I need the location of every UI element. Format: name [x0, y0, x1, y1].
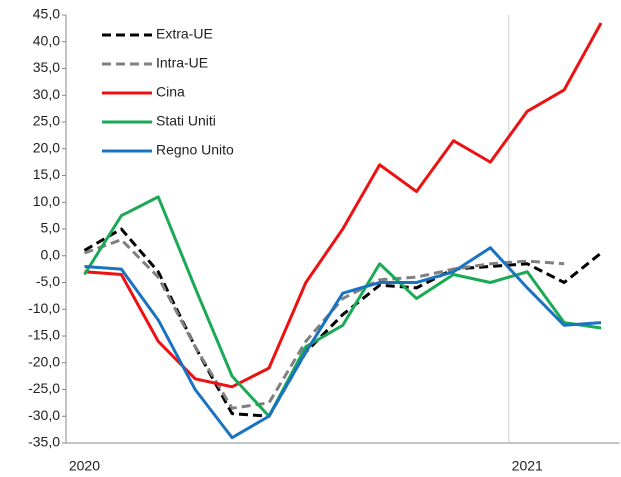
legend-label: Regno Unito — [156, 142, 234, 158]
y-tick-label: 30,0 — [33, 86, 60, 102]
y-tick-label: 15,0 — [33, 166, 60, 182]
y-tick-label: 10,0 — [33, 193, 60, 209]
y-tick-label: -35,0 — [28, 434, 60, 450]
legend-label: Extra-UE — [156, 26, 213, 42]
legend-label: Intra-UE — [156, 55, 208, 71]
y-tick-label: -5,0 — [36, 273, 60, 289]
y-tick-label: 25,0 — [33, 113, 60, 129]
y-tick-label: -25,0 — [28, 380, 60, 396]
y-tick-label: 35,0 — [33, 59, 60, 75]
y-tick-label: -20,0 — [28, 353, 60, 369]
y-tick-label: 5,0 — [41, 220, 61, 236]
legend-label: Cina — [156, 84, 185, 100]
x-tick-label: 2020 — [69, 458, 100, 474]
y-tick-label: -30,0 — [28, 407, 60, 423]
legend-label: Stati Uniti — [156, 113, 216, 129]
series-line — [84, 246, 602, 440]
y-tick-label: -10,0 — [28, 300, 60, 316]
x-tick-label: 2021 — [512, 458, 543, 474]
y-tick-label: 40,0 — [33, 32, 60, 48]
y-tick-label: 20,0 — [33, 139, 60, 155]
y-tick-label: 0,0 — [41, 246, 61, 262]
series-line — [84, 22, 603, 389]
series-line — [83, 227, 602, 418]
y-tick-label: -15,0 — [28, 327, 60, 343]
y-tick-label: 45,0 — [33, 6, 60, 22]
